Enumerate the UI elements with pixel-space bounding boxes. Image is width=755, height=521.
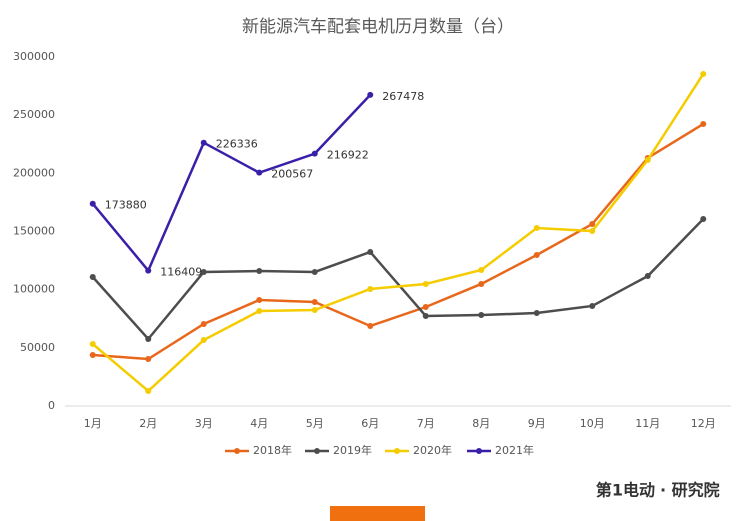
data-point [256, 268, 263, 275]
y-tick-label: 200000 [13, 166, 55, 179]
x-tick-label: 4月 [250, 417, 268, 430]
data-point [700, 70, 707, 77]
series-line [91, 73, 705, 393]
data-point [367, 248, 374, 255]
brand: 第1电动 [596, 481, 655, 500]
y-tick-label: 150000 [13, 225, 55, 238]
data-point [422, 304, 429, 311]
series-line [92, 122, 704, 361]
y-tick-label: 50000 [20, 341, 55, 354]
data-point [589, 228, 596, 235]
legend-dot [476, 448, 482, 454]
legend-label: 2018年 [253, 443, 292, 457]
legend-dot [394, 448, 400, 454]
data-point [200, 139, 207, 146]
x-tick-label: 12月 [691, 417, 716, 430]
data-point [700, 216, 707, 223]
x-tick-label: 3月 [195, 417, 213, 430]
y-tick-label: 0 [48, 399, 55, 412]
legend-dot [314, 448, 320, 454]
x-tick-label: 2月 [139, 417, 157, 430]
data-point [89, 352, 96, 359]
data-point [145, 267, 152, 274]
data-point [644, 273, 651, 280]
data-label: 200567 [271, 168, 313, 181]
data-point [367, 322, 374, 329]
data-point [422, 312, 429, 319]
data-label: 216922 [327, 149, 369, 162]
data-point [589, 302, 596, 309]
x-tick-label: 7月 [417, 417, 435, 430]
data-point [89, 273, 96, 280]
x-tick-label: 9月 [528, 417, 546, 430]
data-point [145, 387, 152, 394]
data-point [533, 225, 540, 232]
data-point [200, 337, 207, 344]
data-point [589, 221, 596, 228]
data-point [644, 156, 651, 163]
legend-label: 2019年 [333, 443, 372, 457]
y-tick-label: 250000 [13, 108, 55, 121]
legend-label: 2021年 [495, 443, 534, 457]
data-point [478, 280, 485, 287]
data-point [256, 169, 263, 176]
data-point [200, 268, 207, 275]
data-point [478, 267, 485, 274]
chart-title: 新能源汽车配套电机历月数量（台） [242, 17, 514, 37]
data-point [311, 307, 318, 314]
data-point [256, 297, 263, 304]
x-tick-label: 8月 [472, 417, 490, 430]
data-point [533, 251, 540, 258]
data-point [533, 310, 540, 317]
legend-dot [234, 448, 240, 454]
data-point [200, 320, 207, 327]
x-tick-label: 5月 [306, 417, 324, 430]
series-line [91, 218, 705, 341]
data-label: 173880 [105, 199, 147, 212]
decor-bar [330, 506, 425, 521]
data-point [311, 298, 318, 305]
data-point [256, 307, 263, 314]
data-point [89, 200, 96, 207]
x-tick-label: 11月 [635, 417, 660, 430]
series-line [91, 93, 372, 273]
data-point [311, 150, 318, 157]
y-tick-label: 100000 [13, 283, 55, 296]
data-point [145, 356, 152, 363]
data-point [367, 285, 374, 292]
x-tick-label: 6月 [361, 417, 379, 430]
data-point [478, 312, 485, 319]
data-point [422, 280, 429, 287]
data-label: 116409 [160, 266, 202, 279]
x-tick-label: 10月 [580, 417, 605, 430]
data-label: 226336 [216, 138, 258, 151]
legend-label: 2020年 [413, 443, 452, 457]
brand-suffix: · 研究院 [660, 481, 720, 500]
y-tick-label: 300000 [13, 50, 55, 63]
data-label: 267478 [382, 90, 424, 103]
data-point [145, 335, 152, 342]
data-point [89, 340, 96, 347]
x-tick-label: 1月 [84, 417, 102, 430]
data-point [311, 268, 318, 275]
data-point [367, 91, 374, 98]
data-point [700, 121, 707, 128]
